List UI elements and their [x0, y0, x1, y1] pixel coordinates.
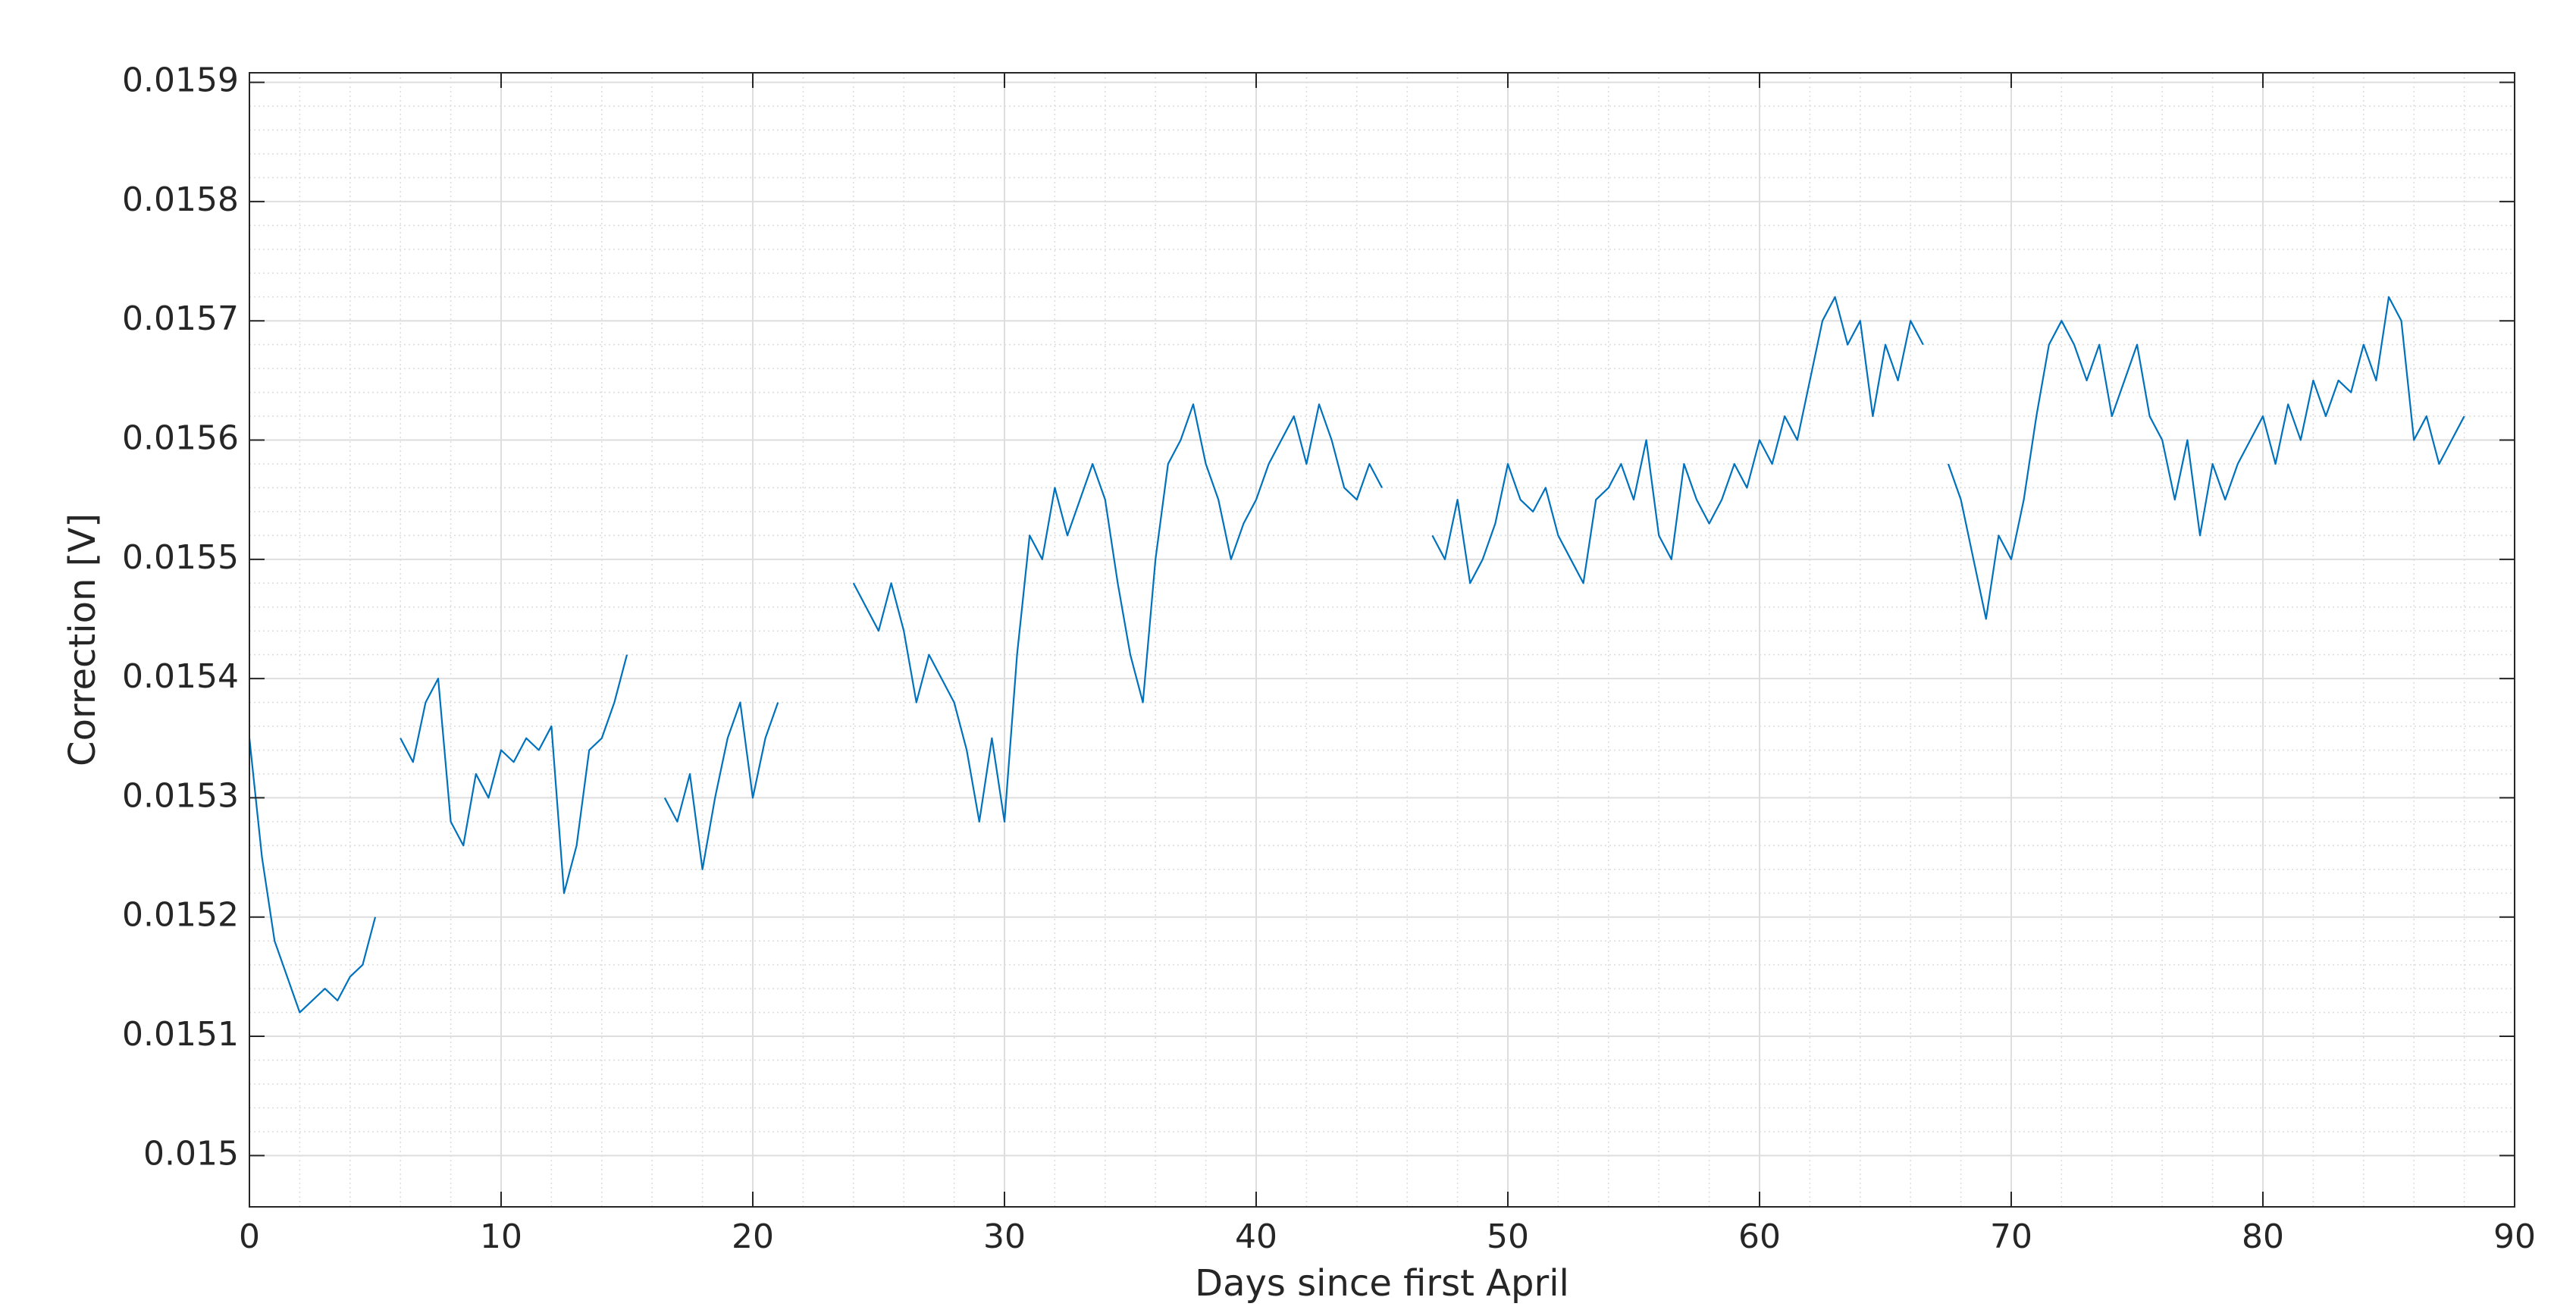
x-tick-label: 70	[1990, 1217, 2032, 1256]
x-tick-label: 40	[1235, 1217, 1277, 1256]
ticks: 0 10 20 30 40 50 60 70 80 90 0.015 0.0151 0.0152 0.01…	[122, 61, 2536, 1256]
x-tick-label: 0	[239, 1217, 260, 1256]
x-tick-label: 80	[2242, 1217, 2284, 1256]
y-tick-label: 0.0159	[122, 61, 239, 100]
x-tick-label: 10	[480, 1217, 522, 1256]
data-line	[249, 296, 2465, 1014]
plot-area	[249, 73, 2515, 1207]
x-tick-label: 60	[1738, 1217, 1781, 1256]
x-tick-label: 30	[983, 1217, 1026, 1256]
x-tick-label: 90	[2493, 1217, 2536, 1256]
grid	[249, 73, 2515, 1207]
y-tick-label: 0.0151	[122, 1015, 239, 1054]
y-tick-label: 0.0157	[122, 299, 239, 338]
y-tick-label: 0.0152	[122, 896, 239, 935]
axes-box	[249, 72, 2515, 1208]
y-tick-label: 0.0156	[122, 419, 239, 458]
y-tick-label: 0.0154	[122, 657, 239, 696]
y-tick-label: 0.0158	[122, 180, 239, 219]
y-tick-label: 0.0155	[122, 538, 239, 577]
y-tick-label: 0.0153	[122, 776, 239, 815]
y-tick-label: 0.015	[143, 1134, 239, 1173]
x-tick-label: 20	[732, 1217, 774, 1256]
marks	[249, 296, 2465, 1014]
y-axis-label: Correction [V]	[61, 513, 104, 766]
x-tick-label: 50	[1487, 1217, 1529, 1256]
x-axis-label: Days since first April	[1195, 1262, 1569, 1305]
